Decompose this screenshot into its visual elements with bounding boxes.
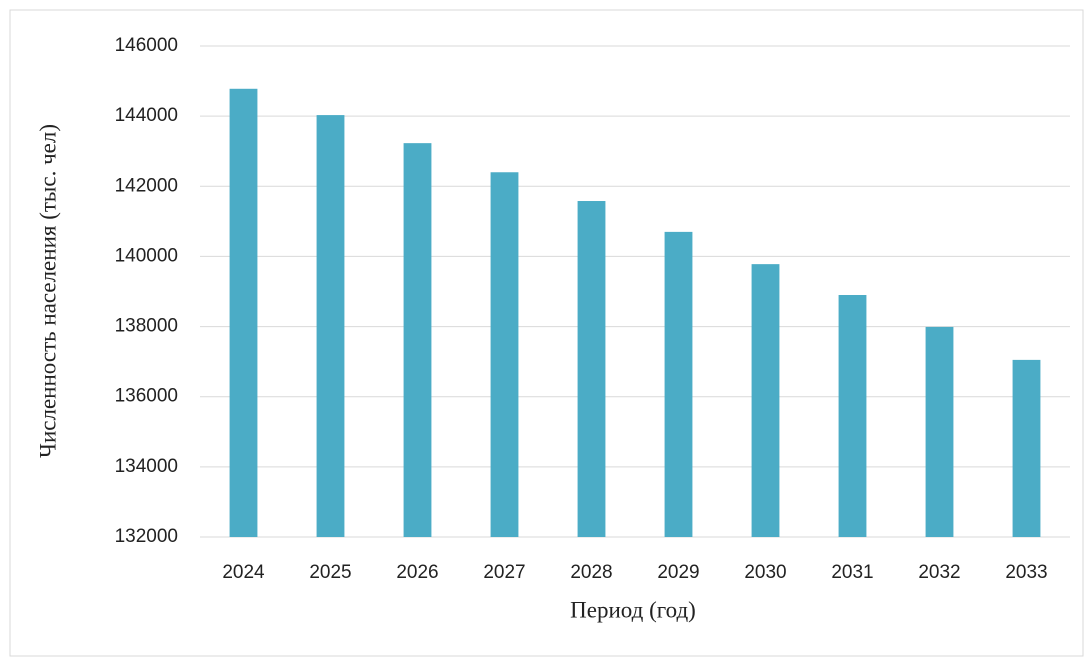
y-tick-label: 146000 — [115, 35, 178, 56]
x-tick-label: 2031 — [831, 562, 873, 583]
x-tick-label: 2029 — [657, 562, 699, 583]
chart-border — [9, 9, 1084, 657]
y-tick-label: 142000 — [115, 175, 178, 196]
bar — [316, 115, 345, 538]
x-tick-label: 2027 — [483, 562, 525, 583]
bar — [664, 231, 693, 537]
y-tick-label: 138000 — [115, 316, 178, 337]
x-tick-label: 2033 — [1005, 562, 1047, 583]
y-tick-label: 136000 — [115, 386, 178, 407]
x-tick-label: 2024 — [222, 562, 265, 583]
x-tick-label: 2028 — [570, 562, 612, 583]
bar — [751, 264, 780, 537]
bar — [838, 295, 867, 537]
x-axis-label: Период (год) — [570, 597, 696, 622]
y-tick-label: 134000 — [115, 456, 178, 477]
x-tick-label: 2032 — [918, 562, 960, 583]
x-tick-label: 2030 — [744, 562, 786, 583]
bar — [577, 201, 606, 537]
bar — [403, 143, 432, 537]
bar — [1012, 359, 1041, 537]
x-tick-label: 2025 — [309, 562, 351, 583]
y-axis-label: Численность населения (тыс. чел) — [35, 124, 60, 458]
x-tick-label: 2026 — [396, 562, 438, 583]
bar — [490, 172, 519, 537]
y-tick-label: 140000 — [115, 245, 178, 266]
bar — [229, 88, 258, 537]
bar — [925, 326, 954, 537]
y-tick-label: 144000 — [115, 105, 178, 126]
y-tick-label: 132000 — [115, 526, 178, 547]
